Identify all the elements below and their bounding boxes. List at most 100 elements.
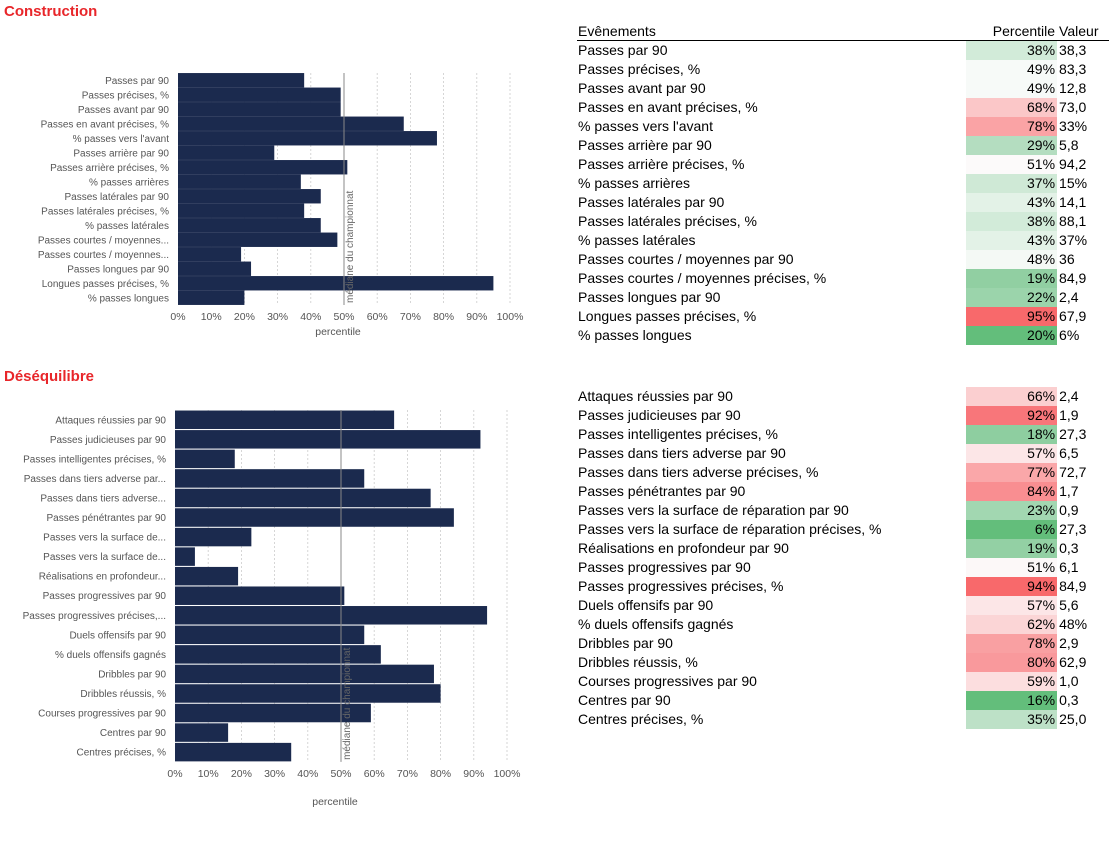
value-cell: 15% [1059,175,1088,191]
event-name: Passes dans tiers adverse précises, % [578,464,819,480]
table-row: Attaques réussies par 90 66% 2,4 [577,387,1109,406]
value-cell: 37% [1059,232,1088,248]
category-label: Dribbles réussis, % [80,689,166,700]
value-cell: 67,9 [1059,308,1087,324]
construction-chart: Passes par 90 Passes précises, % Passes av… [38,73,524,338]
category-label: Réalisations en profondeur... [39,572,166,583]
percentile-cell: 92% [966,406,1058,425]
event-name: Passes longues par 90 [578,289,721,305]
percentile-cell: 6% [966,520,1058,539]
bar [178,73,305,88]
table-row: Passes judicieuses par 90 92% 1,9 [577,406,1109,425]
percentile-cell: 29% [966,136,1058,155]
event-name: Passes progressives précises, % [578,578,784,594]
x-tick-label: 40% [297,768,318,780]
category-label: Centres précises, % [77,748,167,759]
event-name: Passes courtes / moyennes par 90 [578,251,794,267]
value-cell: 83,3 [1059,61,1087,77]
value-cell: 2,4 [1059,289,1079,305]
category-label: Passes par 90 [105,76,169,87]
category-label: Passes longues par 90 [67,264,169,275]
median-label: médiane du championnat [345,190,356,303]
percentile-cell: 57% [966,444,1058,463]
x-tick-label: 80% [430,768,451,780]
table-row: Passes longues par 90 22% 2,4 [577,288,1109,307]
value-cell: 5,6 [1059,597,1079,613]
x-tick-label: 50% [333,311,354,323]
value-cell: 12,8 [1059,80,1087,96]
percentile-cell: 19% [966,269,1058,288]
percentile-cell: 20% [966,326,1058,345]
percentile-cell: 23% [966,501,1058,520]
bar [175,645,381,664]
bar [178,189,321,204]
x-tick-label: 20% [231,768,252,780]
percentile-cell: 77% [966,463,1058,482]
bar [178,232,338,247]
event-name: Attaques réussies par 90 [578,388,733,404]
desequilibre-table: Attaques réussies par 90 66% 2,4 Passes jud… [577,387,1109,729]
desequilibre-title: Déséquilibre [4,368,95,385]
category-label: Passes courtes / moyennes... [38,250,169,261]
category-label: % passes longues [88,293,169,304]
bar [175,410,395,430]
bar [175,664,434,684]
x-tick-label: 30% [264,768,285,780]
value-cell: 0,9 [1059,502,1079,518]
percentile-cell: 49% [966,79,1058,98]
percentile-cell: 48% [966,250,1058,269]
event-name: Centres par 90 [578,692,671,708]
x-tick-label: 30% [267,311,288,323]
event-name: Passes progressives par 90 [578,559,751,575]
percentile-cell: 78% [966,634,1058,653]
category-label: Passes vers la surface de... [43,552,166,563]
bar [175,625,365,645]
value-cell: 33% [1059,118,1088,134]
percentile-cell: 38% [966,40,1058,60]
bar [175,566,239,586]
x-tick-label: 0% [170,311,185,323]
value-cell: 73,0 [1059,99,1087,115]
x-tick-label: 50% [330,768,351,780]
value-cell: 0,3 [1059,692,1079,708]
bar [175,488,431,508]
bar [178,102,341,117]
event-name: Passes vers la surface de réparation par… [578,502,849,518]
table-row: % passes vers l'avant 78% 33% [577,117,1109,136]
bar [178,131,437,146]
table-row: Dribbles par 90 78% 2,9 [577,634,1109,653]
percentile-cell: 78% [966,117,1058,136]
percentile-cell: 51% [966,558,1058,577]
value-cell: 94,2 [1059,156,1087,172]
value-cell: 0,3 [1059,540,1079,556]
header-percentile: Percentile [966,22,1058,41]
category-label: Passes dans tiers adverse... [40,493,166,504]
value-cell: 14,1 [1059,194,1087,210]
percentile-cell: 94% [966,577,1058,596]
percentile-cell: 19% [966,539,1058,558]
table-row: Courses progressives par 90 59% 1,0 [577,672,1109,691]
event-name: % passes latérales [578,232,696,248]
table-row: Passes pénétrantes par 90 84% 1,7 [577,482,1109,501]
category-label: % passes latérales [85,221,169,232]
event-name: Passes vers la surface de réparation pré… [578,521,882,537]
category-label: Passes progressives par 90 [43,591,167,602]
value-cell: 1,7 [1059,483,1079,499]
bar [175,703,371,723]
value-cell: 27,3 [1059,426,1087,442]
bar [178,87,341,102]
event-name: Passes en avant précises, % [578,99,758,115]
table-row: Passes dans tiers adverse précises, % 77%… [577,463,1109,482]
event-name: Passes arrière précises, % [578,156,745,172]
category-label: Dribbles par 90 [98,669,166,680]
table-row: % passes arrières 37% 15% [577,174,1109,193]
event-name: Passes latérales précises, % [578,213,757,229]
category-label: Passes en avant précises, % [41,119,170,130]
bar [178,290,245,305]
category-label: % passes vers l'avant [73,134,170,145]
category-label: Duels offensifs par 90 [69,630,166,641]
percentile-cell: 49% [966,60,1058,79]
table-row: Passes en avant précises, % 68% 73,0 [577,98,1109,117]
x-tick-label: 100% [497,311,524,323]
category-label: Passes intelligentes précises, % [23,454,166,465]
